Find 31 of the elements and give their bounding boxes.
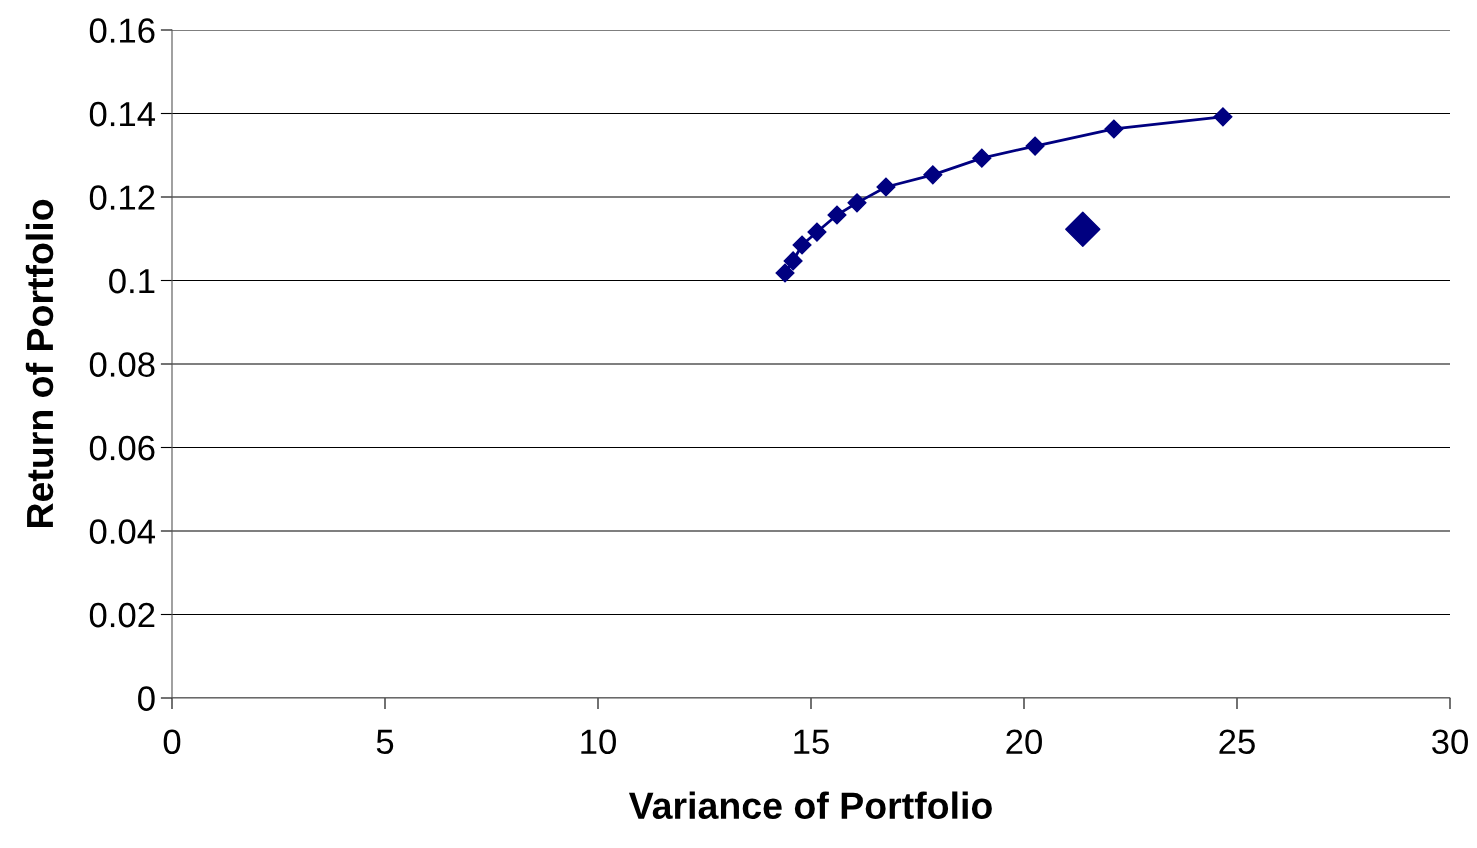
point xyxy=(1213,107,1233,127)
x-tick-label: 20 xyxy=(1006,729,1042,755)
point xyxy=(827,205,847,225)
y-tick-label: 0.08 xyxy=(89,352,155,377)
y-tick-label: 0.06 xyxy=(89,435,155,461)
x-tick-label: 10 xyxy=(581,729,616,755)
point xyxy=(792,235,812,255)
point xyxy=(876,177,896,197)
x-tick-label: 30 xyxy=(1432,729,1468,755)
y-tick-label: 0.1 xyxy=(109,268,155,294)
y-tick-label: 0.16 xyxy=(89,18,155,43)
y-tick-label: 0.14 xyxy=(89,101,156,127)
point xyxy=(1025,136,1045,156)
point xyxy=(923,165,943,185)
point xyxy=(847,193,867,213)
point xyxy=(1104,119,1124,139)
x-tick-label: 5 xyxy=(376,729,394,755)
y-axis-title: Return of Portfolio xyxy=(25,199,54,528)
x-tick-label: 25 xyxy=(1219,729,1255,755)
point xyxy=(783,251,803,271)
y-tick-label: 0.12 xyxy=(89,185,155,210)
x-tick-label: 0 xyxy=(163,729,181,755)
x-tick-label: 15 xyxy=(794,729,829,755)
y-tick-label: 0.02 xyxy=(89,602,155,628)
point xyxy=(807,222,827,242)
y-tick-label: 0.04 xyxy=(89,519,156,544)
x-axis-title: Variance of Portfolio xyxy=(628,791,992,820)
point xyxy=(775,263,795,283)
y-tick-label: 0 xyxy=(138,686,155,711)
point xyxy=(1065,211,1101,247)
point xyxy=(972,148,992,168)
